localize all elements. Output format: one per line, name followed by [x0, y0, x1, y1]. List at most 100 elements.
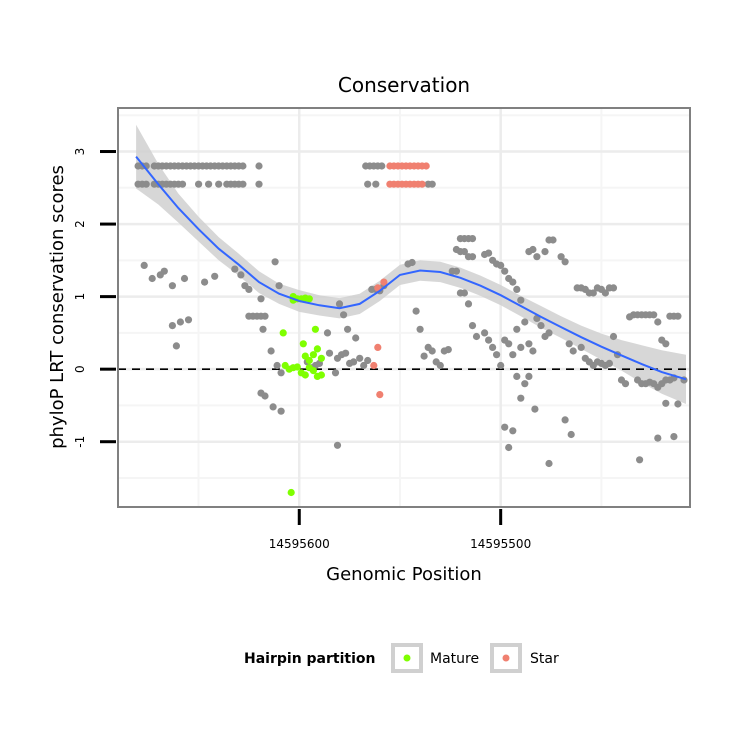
- data-point-other: [654, 434, 662, 442]
- data-point-other: [168, 282, 176, 290]
- data-point-other: [428, 347, 436, 355]
- data-point-other: [537, 322, 545, 330]
- data-point-other: [344, 325, 352, 333]
- data-point-mature: [293, 363, 301, 371]
- data-point-other: [589, 289, 597, 297]
- data-point-other: [416, 325, 424, 333]
- data-point-other: [509, 427, 517, 435]
- y-tick-label: 0: [73, 365, 87, 373]
- data-point-other: [184, 316, 193, 324]
- data-point-other: [497, 261, 505, 269]
- data-point-other: [195, 180, 203, 188]
- data-point-other: [525, 340, 533, 348]
- data-point-other: [565, 340, 573, 348]
- data-point-other: [569, 347, 577, 355]
- data-point-other: [436, 361, 444, 370]
- data-point-other: [485, 336, 493, 344]
- data-point-other: [609, 332, 618, 341]
- data-point-other: [513, 372, 521, 380]
- data-point-other: [176, 318, 184, 326]
- legend-marker-star: [502, 654, 510, 662]
- data-point-other: [497, 361, 505, 370]
- data-point-other: [674, 312, 682, 320]
- data-point-other: [531, 405, 539, 413]
- data-point-other: [180, 274, 189, 283]
- data-point-star: [370, 361, 378, 370]
- data-point-other: [261, 392, 269, 400]
- data-point-mature: [305, 356, 313, 365]
- data-point-other: [140, 261, 148, 269]
- data-point-other: [215, 180, 223, 188]
- data-point-other: [245, 285, 253, 293]
- chart-title: Conservation: [338, 73, 470, 97]
- data-point-other: [269, 403, 277, 411]
- data-point-other: [277, 407, 285, 415]
- data-point-other: [211, 272, 219, 280]
- data-point-other: [271, 258, 279, 266]
- data-point-other: [577, 343, 585, 351]
- data-point-other: [605, 359, 614, 367]
- data-point-other: [529, 347, 537, 355]
- data-point-other: [485, 249, 493, 257]
- data-point-other: [201, 278, 209, 286]
- data-point-other: [350, 358, 358, 366]
- x-tick-label: 14595500: [470, 537, 531, 551]
- panel-border: [117, 107, 691, 508]
- data-point-mature: [309, 351, 317, 359]
- data-point-other: [468, 235, 477, 243]
- data-point-other: [412, 307, 420, 315]
- data-point-other: [325, 349, 334, 357]
- data-point-other: [545, 459, 553, 468]
- data-point-other: [428, 180, 436, 188]
- data-point-other: [333, 441, 342, 449]
- data-point-other: [331, 369, 340, 377]
- data-point-mature: [317, 354, 325, 362]
- data-point-other: [513, 325, 521, 333]
- data-point-mature: [309, 367, 317, 375]
- data-point-other: [517, 394, 525, 402]
- data-point-other: [255, 180, 263, 188]
- data-point-other: [160, 267, 168, 275]
- data-point-other: [525, 372, 533, 380]
- data-point-other: [650, 311, 658, 319]
- data-point-other: [545, 329, 553, 337]
- y-tick-label: 1: [73, 293, 87, 301]
- data-point-other: [636, 456, 644, 464]
- data-point-other: [674, 400, 682, 408]
- data-point-other: [275, 282, 283, 290]
- data-point-star: [374, 343, 382, 351]
- data-point-other: [335, 300, 344, 308]
- data-point-other: [360, 361, 368, 370]
- data-point-other: [231, 265, 239, 273]
- data-point-other: [567, 430, 575, 439]
- data-point-other: [239, 162, 247, 170]
- scatter-points: [134, 162, 688, 497]
- data-point-other: [172, 342, 180, 350]
- data-point-other: [654, 318, 662, 326]
- data-point-other: [340, 311, 348, 319]
- x-axis-label: Genomic Position: [326, 564, 482, 585]
- data-point-other: [257, 295, 265, 303]
- data-point-other: [561, 416, 569, 424]
- data-point-other: [481, 329, 489, 337]
- data-point-mature: [301, 371, 309, 379]
- data-point-other: [460, 248, 468, 256]
- data-point-other: [261, 312, 269, 320]
- legend-label-star: Star: [530, 651, 559, 667]
- data-point-other: [472, 332, 481, 341]
- data-point-other: [372, 180, 380, 188]
- x-tick-label: 14595600: [269, 537, 330, 551]
- y-tick-label: -1: [73, 436, 87, 448]
- data-point-other: [513, 285, 521, 293]
- data-point-other: [468, 253, 477, 261]
- legend-label-mature: Mature: [430, 651, 479, 667]
- data-point-other: [621, 380, 630, 388]
- data-point-mature: [313, 345, 321, 353]
- data-point-other: [142, 180, 150, 188]
- data-point-other: [205, 180, 213, 188]
- data-point-mature: [287, 488, 295, 497]
- data-point-other: [662, 340, 670, 348]
- data-point-other: [352, 334, 360, 342]
- data-point-other: [378, 162, 386, 170]
